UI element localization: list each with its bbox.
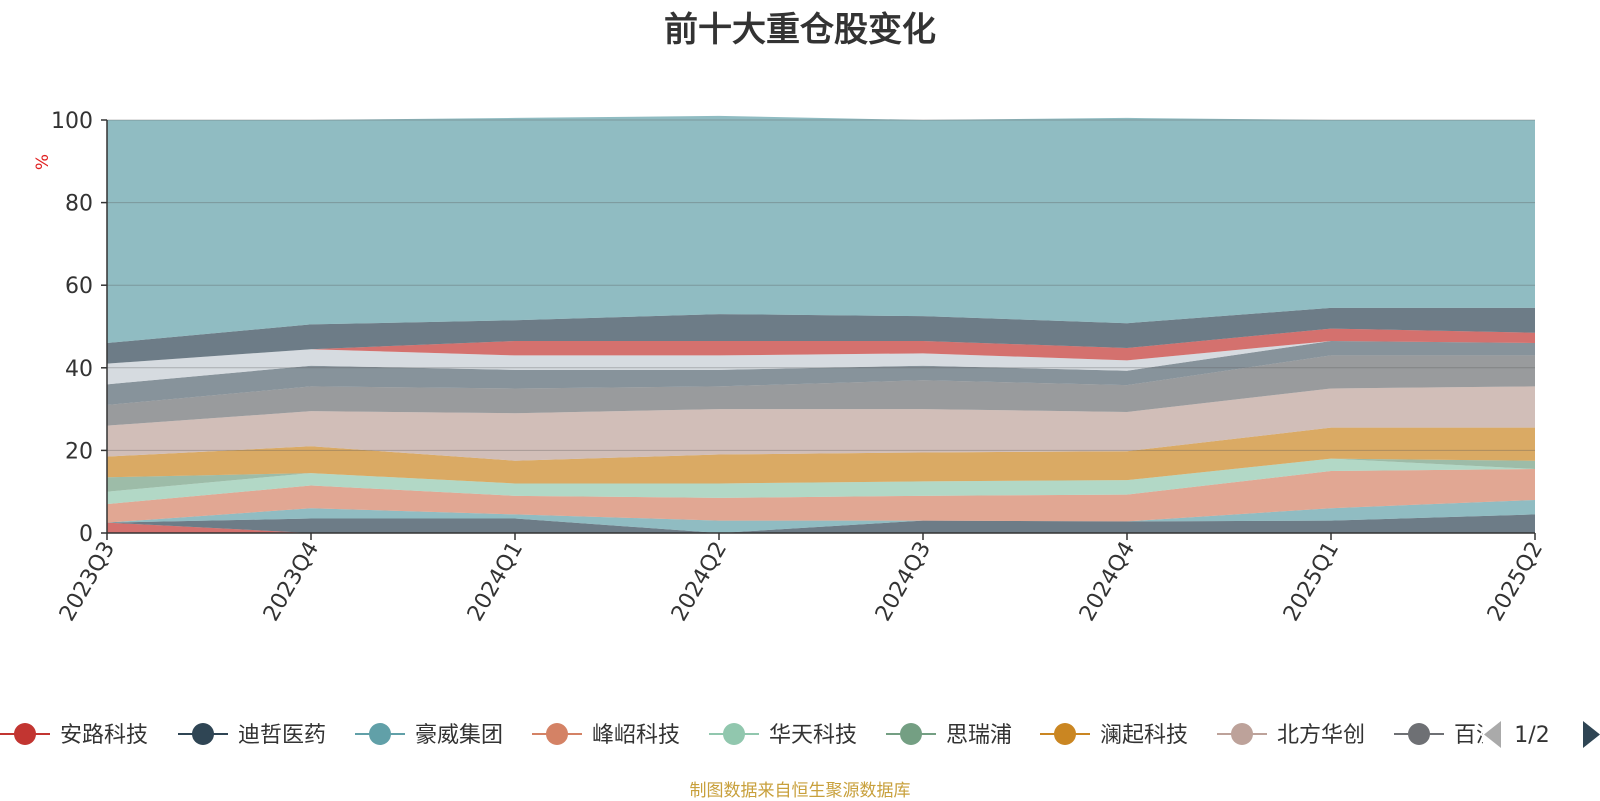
y-axis-label: % xyxy=(33,154,53,170)
x-tick-label: 2024Q3 xyxy=(871,538,936,626)
y-tick-label: 40 xyxy=(65,357,93,382)
legend-label: 思瑞浦 xyxy=(946,723,1012,748)
legend-item[interactable]: 迪哲医药 xyxy=(178,723,326,748)
legend-label: 峰岹科技 xyxy=(592,723,680,748)
area-series-2 xyxy=(107,499,1535,533)
legend-item[interactable]: 华天科技 xyxy=(709,723,857,748)
legend-label: 百济神州 xyxy=(1454,723,1542,748)
area-series-13 xyxy=(107,115,1535,344)
gridlines xyxy=(107,119,1535,451)
area-series-1 xyxy=(107,514,1535,533)
legend: 安路科技 迪哲医药 豪威集团 峰岹科技 华天科技 思瑞浦 澜起科技 北方华创 百济神州1/2 xyxy=(0,721,1600,748)
legend-item[interactable]: 思瑞浦 xyxy=(886,723,1012,748)
chart-title: 前十大重仓股变化 xyxy=(664,10,936,50)
triangle-left-icon[interactable] xyxy=(1484,721,1501,748)
triangle-right-icon[interactable] xyxy=(1583,721,1600,748)
x-tick-label: 2025Q2 xyxy=(1483,538,1548,626)
legend-label: 华天科技 xyxy=(769,723,857,748)
legend-marker-icon xyxy=(369,723,391,745)
area-series-0 xyxy=(107,522,1535,533)
legend-item[interactable]: 安路科技 xyxy=(0,723,148,748)
area-series-4 xyxy=(107,458,1535,505)
y-tick-label: 80 xyxy=(65,192,93,217)
legend-label: 迪哲医药 xyxy=(238,723,326,748)
legend-page-indicator: 1/2 xyxy=(1514,723,1549,748)
x-tick-label: 2023Q4 xyxy=(259,538,324,626)
legend-marker-icon xyxy=(192,723,214,745)
x-tick-label: 2025Q1 xyxy=(1279,538,1344,626)
area-series-12 xyxy=(107,307,1535,364)
legend-item[interactable]: 北方华创 xyxy=(1217,723,1365,748)
legend-marker-icon xyxy=(1231,723,1253,745)
area-series-8 xyxy=(107,355,1535,426)
y-tick-label: 100 xyxy=(51,109,93,134)
legend-item[interactable]: 峰岹科技 xyxy=(532,723,680,748)
legend-label: 澜起科技 xyxy=(1100,723,1188,748)
x-tick-label: 2024Q1 xyxy=(463,538,528,626)
y-tick-label: 20 xyxy=(65,439,93,464)
y-tick-label: 0 xyxy=(79,522,93,547)
legend-items: 安路科技 迪哲医药 豪威集团 峰岹科技 华天科技 思瑞浦 澜起科技 北方华创 百济神州 xyxy=(0,723,1542,748)
legend-marker-icon xyxy=(723,723,745,745)
x-tick-label: 2024Q4 xyxy=(1075,538,1140,626)
area-series-6 xyxy=(107,427,1535,484)
legend-marker-icon xyxy=(14,723,36,745)
legend-label: 北方华创 xyxy=(1277,723,1365,748)
legend-item[interactable]: 澜起科技 xyxy=(1040,723,1188,748)
legend-label: 安路科技 xyxy=(60,723,148,748)
x-tick-label: 2023Q3 xyxy=(55,538,120,626)
y-tick-label: 60 xyxy=(65,274,93,299)
legend-item[interactable]: 百济神州 xyxy=(1394,723,1542,748)
area-layers xyxy=(107,115,1535,533)
legend-marker-icon xyxy=(546,723,568,745)
x-tick-label: 2024Q2 xyxy=(667,538,732,626)
legend-label: 豪威集团 xyxy=(415,723,503,748)
source-note: 制图数据来自恒生聚源数据库 xyxy=(689,781,911,801)
legend-item[interactable]: 豪威集团 xyxy=(355,723,503,748)
area-series-7 xyxy=(107,386,1535,461)
area-series-3 xyxy=(107,468,1535,523)
area-series-9 xyxy=(107,340,1535,405)
legend-marker-icon xyxy=(1054,723,1076,745)
area-series-11 xyxy=(107,328,1535,364)
legend-marker-icon xyxy=(900,723,922,745)
area-series-10 xyxy=(107,340,1535,385)
legend-marker-icon xyxy=(1408,723,1430,745)
